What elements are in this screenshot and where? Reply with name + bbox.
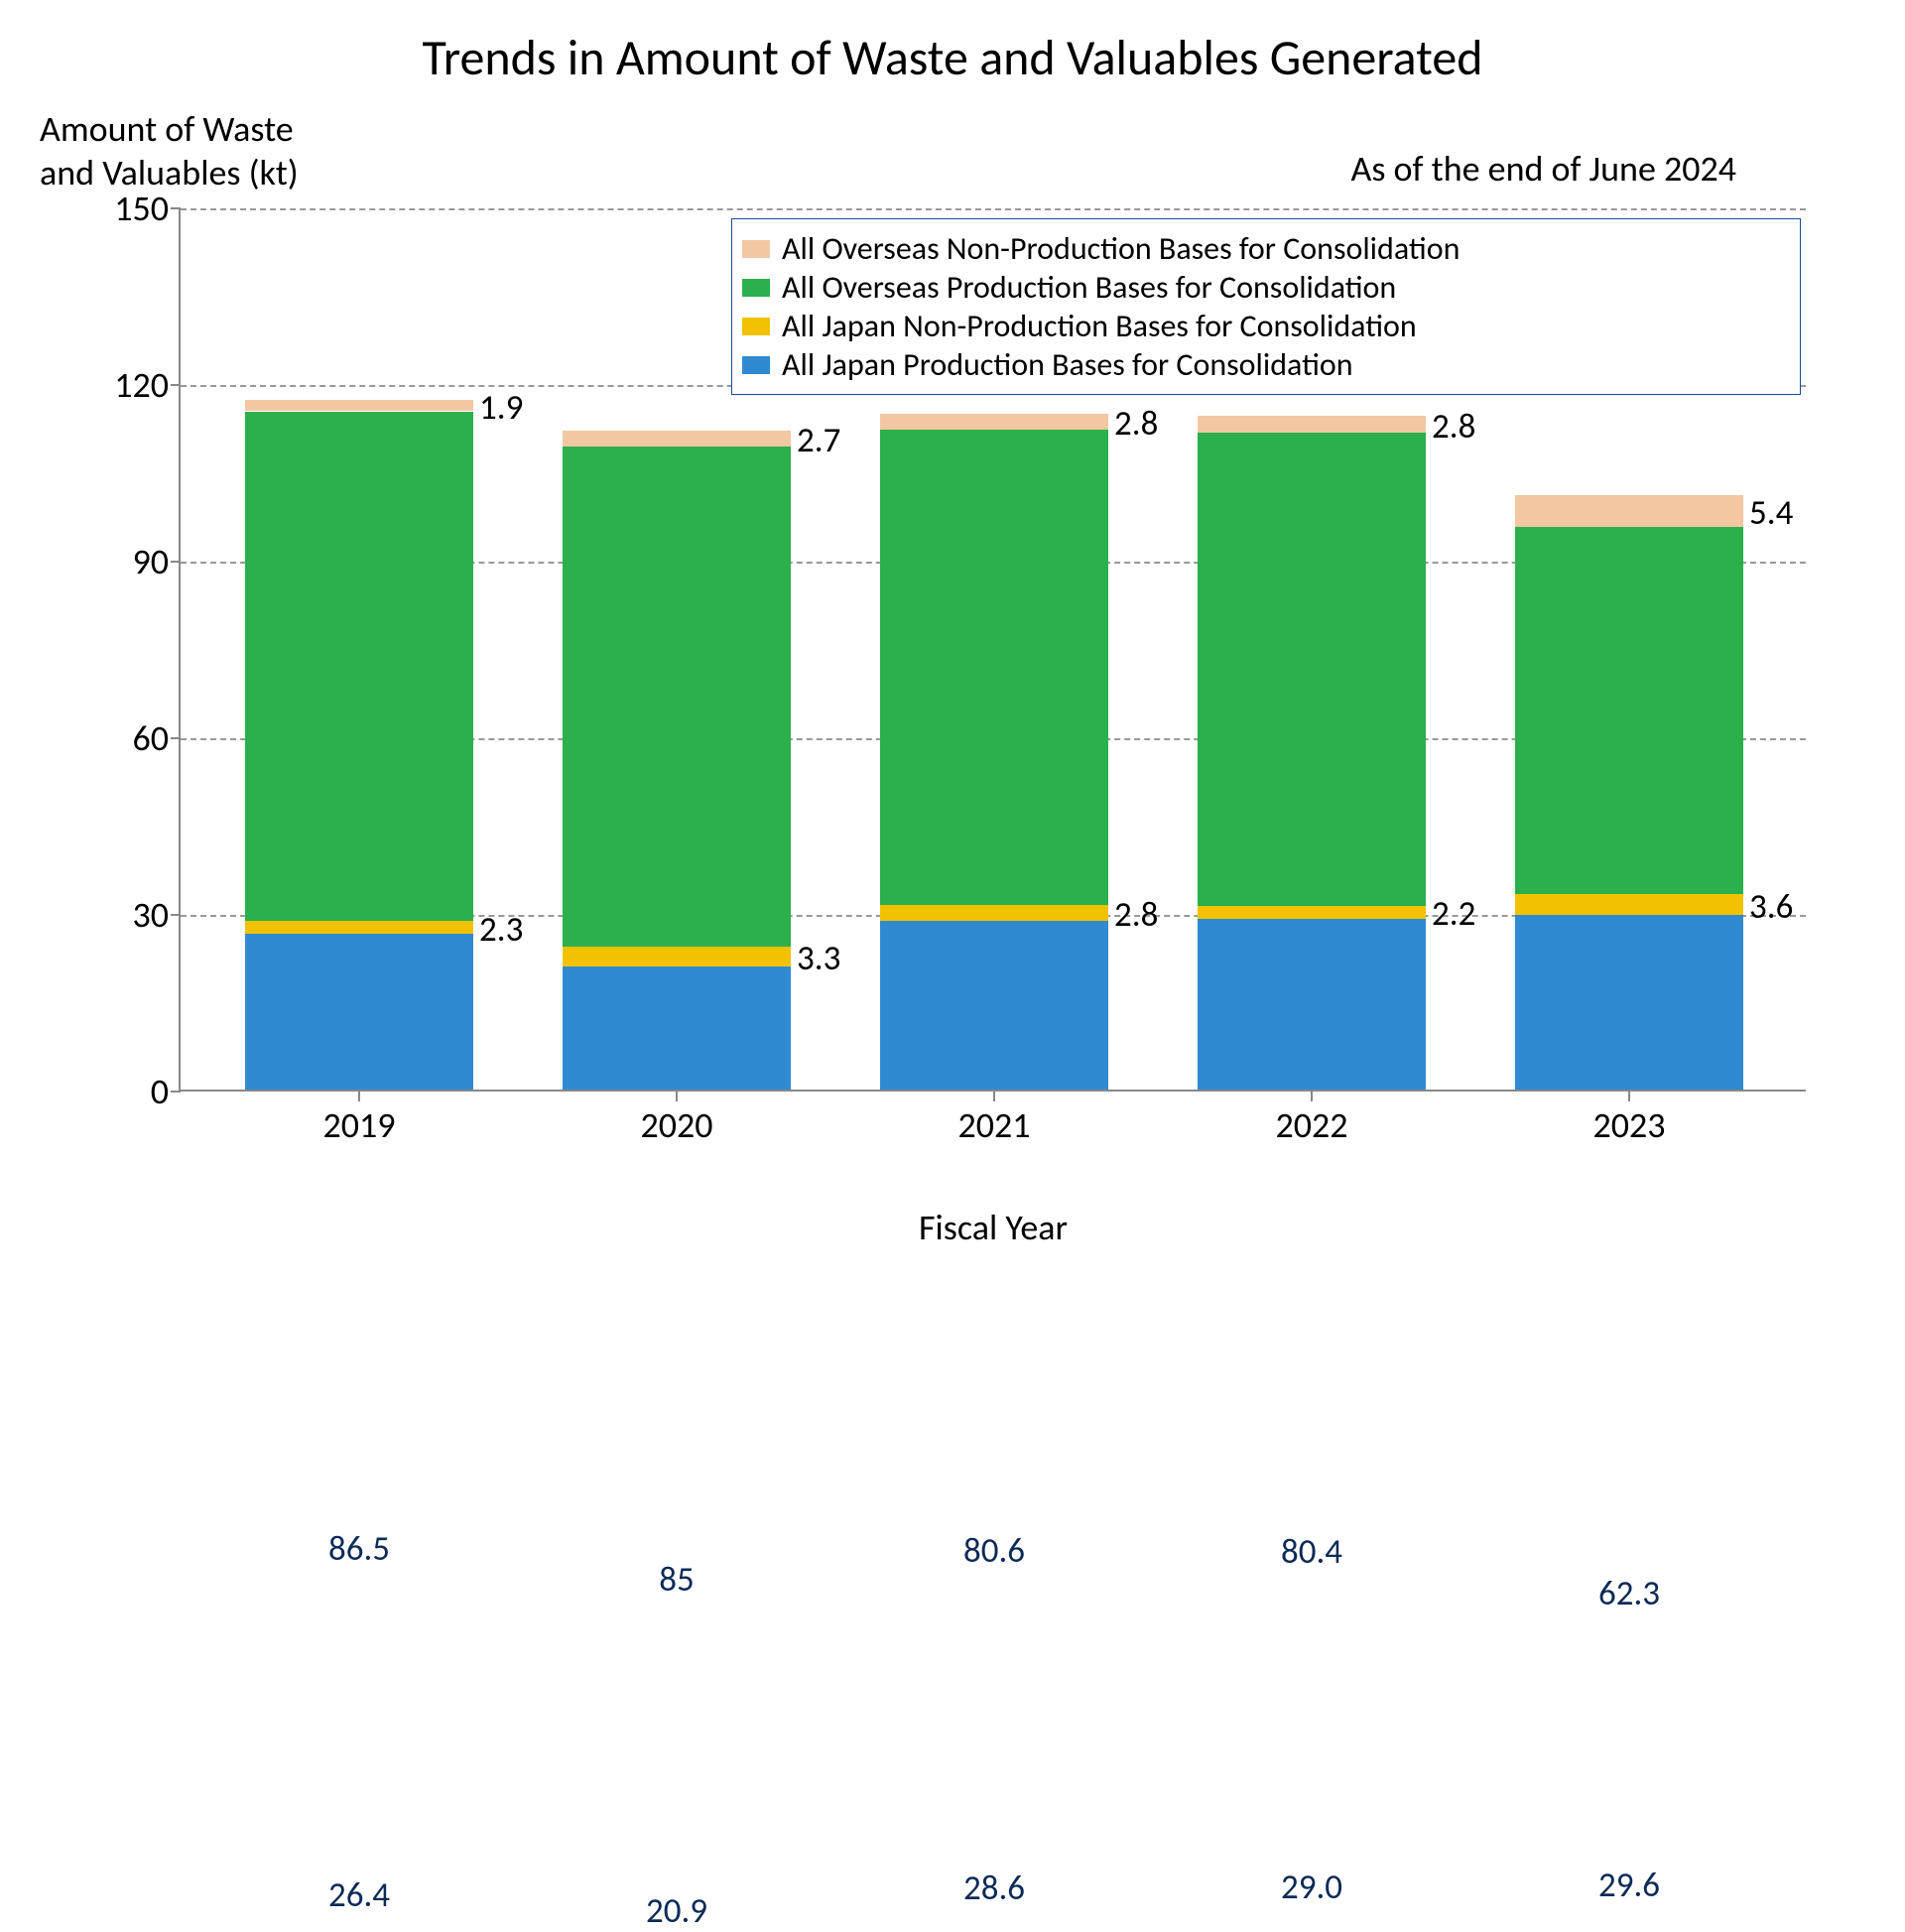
legend-swatch <box>742 356 770 374</box>
legend-item: All Japan Non-Production Bases for Conso… <box>742 307 1790 345</box>
bar-segment-ov_prod <box>880 430 1108 904</box>
bar-segment-jp_prod <box>563 966 791 1090</box>
data-label-ov_nonprod: 1.9 <box>479 387 523 429</box>
x-tick-mark <box>676 1092 678 1101</box>
y-tick-label: 30 <box>133 893 170 937</box>
legend-swatch <box>742 318 770 335</box>
bar-segment-jp_nonprod <box>880 905 1108 922</box>
x-tick-label: 2020 <box>641 1103 713 1147</box>
data-label-ov_prod: 85 <box>659 1559 694 1601</box>
y-axis-title-line2: and Valuables (kt) <box>40 151 299 194</box>
bar-segment-ov_prod <box>1515 527 1743 894</box>
data-label-ov_prod: 80.6 <box>963 1530 1025 1572</box>
data-label-ov_nonprod: 2.8 <box>1432 406 1475 448</box>
data-label-ov_nonprod: 2.8 <box>1114 403 1158 445</box>
x-tick-mark <box>993 1092 995 1101</box>
legend: All Overseas Non-Production Bases for Co… <box>731 218 1801 395</box>
data-label-ov_nonprod: 2.7 <box>797 420 840 461</box>
bar-segment-jp_nonprod <box>1515 894 1743 915</box>
y-tick-label: 60 <box>133 716 170 760</box>
bar-segment-ov_nonprod <box>1198 416 1426 433</box>
bar-segment-ov_nonprod <box>245 400 473 411</box>
data-label-ov_prod: 80.4 <box>1281 1531 1342 1573</box>
legend-label: All Japan Non-Production Bases for Conso… <box>782 307 1417 345</box>
x-tick-label: 2021 <box>958 1103 1031 1147</box>
data-label-jp_prod: 20.9 <box>646 1890 707 1932</box>
data-label-jp_prod: 28.6 <box>963 1868 1025 1909</box>
y-tick-mark <box>171 561 181 563</box>
x-tick-label: 2023 <box>1593 1103 1666 1147</box>
y-tick-mark <box>171 207 181 209</box>
legend-item: All Overseas Non-Production Bases for Co… <box>742 229 1790 268</box>
y-axis-title: Amount of Waste and Valuables (kt) <box>40 107 299 194</box>
bar-segment-jp_nonprod <box>563 947 791 966</box>
legend-swatch <box>742 240 770 258</box>
bar-segment-ov_nonprod <box>1515 495 1743 527</box>
x-tick-label: 2022 <box>1276 1103 1348 1147</box>
x-tick-mark <box>1628 1092 1630 1101</box>
x-axis-title: Fiscal Year <box>181 1206 1806 1249</box>
bar-segment-ov_prod <box>1198 433 1426 906</box>
plot-area: 030609012015026.486.52.31.9201920.9853.3… <box>179 208 1806 1092</box>
data-label-jp_prod: 29.0 <box>1281 1867 1342 1908</box>
bar-segment-jp_prod <box>1515 915 1743 1090</box>
data-label-ov_prod: 62.3 <box>1598 1573 1660 1614</box>
y-tick-label: 0 <box>151 1070 169 1113</box>
legend-label: All Overseas Production Bases for Consol… <box>782 268 1396 307</box>
data-label-jp_nonprod: 3.6 <box>1749 886 1793 928</box>
bar-segment-ov_prod <box>245 412 473 921</box>
bar-segment-ov_nonprod <box>563 431 791 447</box>
data-label-ov_nonprod: 5.4 <box>1749 492 1793 534</box>
y-tick-label: 120 <box>114 363 169 407</box>
y-tick-label: 150 <box>114 187 169 230</box>
y-tick-mark <box>171 914 181 916</box>
data-label-jp_nonprod: 2.2 <box>1432 893 1475 935</box>
legend-swatch <box>742 279 770 297</box>
data-label-jp_nonprod: 3.3 <box>797 938 840 979</box>
legend-label: All Overseas Non-Production Bases for Co… <box>782 229 1460 268</box>
y-tick-label: 90 <box>133 540 170 583</box>
bar-segment-ov_prod <box>563 447 791 947</box>
y-tick-mark <box>171 737 181 739</box>
legend-label: All Japan Production Bases for Consolida… <box>782 345 1353 384</box>
data-label-jp_nonprod: 2.3 <box>479 909 523 951</box>
y-axis-title-line1: Amount of Waste <box>40 107 299 151</box>
bar-segment-ov_nonprod <box>880 414 1108 431</box>
x-tick-mark <box>1311 1092 1313 1101</box>
data-label-jp_prod: 26.4 <box>328 1874 390 1916</box>
data-label-jp_nonprod: 2.8 <box>1114 894 1158 936</box>
grid-line <box>181 208 1806 210</box>
legend-item: All Japan Production Bases for Consolida… <box>742 345 1790 384</box>
data-label-jp_prod: 29.6 <box>1598 1865 1660 1906</box>
y-tick-mark <box>171 1091 181 1093</box>
chart-title: Trends in Amount of Waste and Valuables … <box>0 28 1905 88</box>
as-of-text: As of the end of June 2024 <box>1350 147 1736 191</box>
bar-segment-jp_prod <box>1198 919 1426 1090</box>
legend-item: All Overseas Production Bases for Consol… <box>742 268 1790 307</box>
data-label-ov_prod: 86.5 <box>328 1528 390 1570</box>
bar-segment-jp_prod <box>880 921 1108 1090</box>
bar-segment-jp_nonprod <box>1198 906 1426 919</box>
bar-segment-jp_nonprod <box>245 921 473 935</box>
bar-segment-jp_prod <box>245 934 473 1090</box>
x-tick-label: 2019 <box>323 1103 396 1147</box>
y-tick-mark <box>171 384 181 386</box>
x-tick-mark <box>358 1092 360 1101</box>
